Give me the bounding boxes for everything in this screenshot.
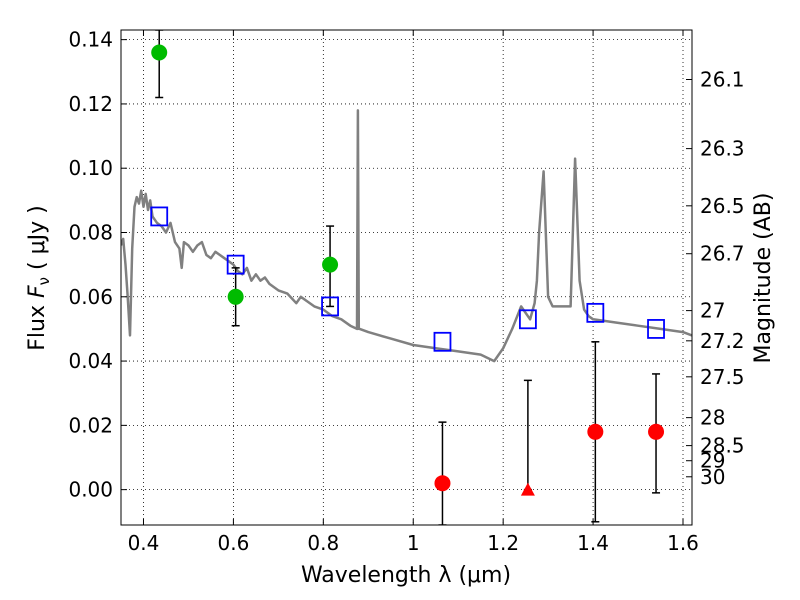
x-axis: 0.4 0.6 0.8 1 1.2 1.4 1.6 bbox=[128, 30, 699, 555]
model-flux-square bbox=[586, 302, 605, 323]
upper-limit-triangle bbox=[520, 482, 535, 496]
y-tick-label: 0.14 bbox=[68, 28, 113, 52]
x-tick-label: 1.6 bbox=[667, 531, 699, 555]
magnitude-tick-label: 29 bbox=[700, 449, 725, 473]
plot-content bbox=[121, 30, 692, 525]
detection-point bbox=[322, 256, 339, 273]
x-tick-label: 1.4 bbox=[577, 531, 609, 555]
spectrum-line bbox=[121, 109, 692, 363]
y-axis-label-subscript: ν bbox=[35, 277, 53, 285]
model-flux-square bbox=[518, 309, 537, 330]
x-axis-label: Wavelength λ (μm) bbox=[301, 563, 511, 588]
model-flux-square bbox=[150, 206, 169, 227]
magnitude-axis-label: Magnitude (AB) bbox=[751, 193, 776, 364]
y-tick-label: 0.04 bbox=[68, 349, 113, 373]
y-axis-label-symbol: F bbox=[25, 285, 50, 298]
y-tick-label: 0.10 bbox=[68, 156, 113, 180]
y-axis-label-suffix: ( μJy ) bbox=[25, 205, 50, 277]
y-axis: 0.00 0.02 0.04 0.06 0.08 0.10 0.12 0.14 bbox=[68, 28, 127, 502]
grid bbox=[121, 30, 692, 525]
detection-point bbox=[227, 288, 244, 305]
detection-point bbox=[151, 44, 168, 61]
magnitude-tick-label: 28 bbox=[700, 406, 725, 430]
y-tick-label: 0.12 bbox=[68, 92, 113, 116]
y-tick-label: 0.02 bbox=[68, 413, 113, 437]
model-flux-square bbox=[226, 254, 245, 275]
model-flux-square bbox=[321, 296, 339, 317]
model-flux-square bbox=[433, 331, 452, 352]
plot-area bbox=[121, 30, 692, 525]
y-tick-label: 0.00 bbox=[68, 478, 113, 502]
y-tick-label: 0.06 bbox=[68, 285, 113, 309]
magnitude-tick-label: 26.5 bbox=[700, 194, 745, 218]
magnitude-tick-label: 30 bbox=[700, 465, 725, 489]
nondetection-point bbox=[587, 423, 604, 440]
x-tick-label: 0.4 bbox=[128, 531, 160, 555]
y-tick-label: 0.08 bbox=[68, 221, 113, 245]
y-axis-label-prefix: Flux bbox=[25, 298, 50, 351]
magnitude-tick-label: 26.3 bbox=[700, 137, 745, 161]
nondetection-point bbox=[648, 423, 665, 440]
plot-frame bbox=[120, 29, 693, 526]
nondetection-point bbox=[434, 475, 451, 492]
y-axis-label: Flux Fν ( μJy ) bbox=[25, 205, 53, 350]
model-flux-square bbox=[647, 319, 665, 339]
x-tick-label: 0.8 bbox=[307, 531, 339, 555]
x-tick-label: 1 bbox=[407, 531, 420, 555]
magnitude-tick-label: 28.5 bbox=[700, 434, 745, 458]
magnitude-tick-label: 27.2 bbox=[700, 329, 745, 353]
x-tick-label: 1.2 bbox=[487, 531, 519, 555]
data-marks bbox=[150, 30, 665, 525]
x-tick-label: 0.6 bbox=[217, 531, 249, 555]
magnitude-tick-label: 27 bbox=[700, 299, 725, 323]
magnitude-tick-label: 26.1 bbox=[700, 68, 745, 92]
magnitude-tick-label: 26.7 bbox=[700, 242, 745, 266]
magnitude-tick-label: 27.5 bbox=[700, 365, 745, 389]
